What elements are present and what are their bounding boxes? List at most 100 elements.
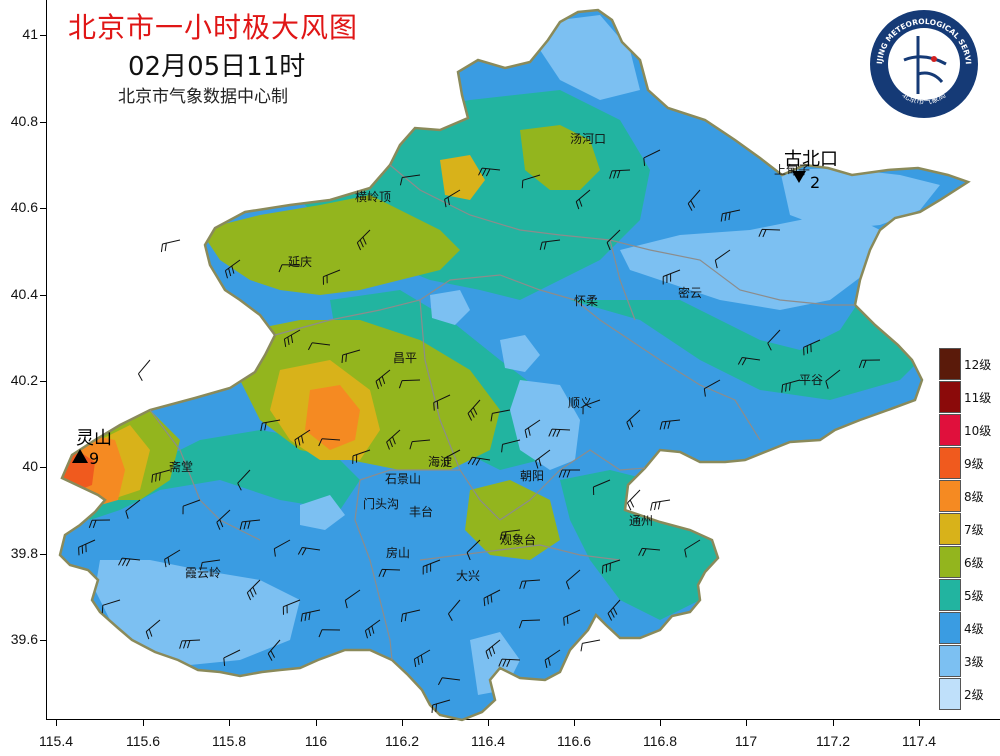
wind-barb bbox=[443, 449, 461, 467]
wind-barb bbox=[703, 379, 721, 397]
wind-barb bbox=[575, 189, 591, 210]
place-label: 丰台 bbox=[409, 504, 433, 519]
wind-barb bbox=[386, 429, 401, 450]
place-label: 横岭顶 bbox=[355, 190, 391, 204]
wind-barbs bbox=[78, 149, 881, 713]
x-tick-label: 115.4 bbox=[39, 733, 73, 749]
legend-swatch bbox=[939, 612, 961, 644]
legend-label: 5级 bbox=[964, 589, 984, 603]
wind-level-region bbox=[620, 210, 880, 310]
wind-barb bbox=[398, 379, 421, 389]
wind-barb bbox=[199, 559, 221, 571]
wind-barb bbox=[322, 269, 341, 285]
min-station-triangle bbox=[792, 171, 806, 183]
wind-barb bbox=[467, 399, 481, 421]
y-tick-mark bbox=[40, 640, 46, 641]
wind-barb bbox=[687, 189, 701, 211]
place-label: 房山 bbox=[386, 545, 410, 560]
wind-barb bbox=[626, 409, 641, 430]
legend-item: 3级 bbox=[939, 645, 995, 677]
legend-item: 8级 bbox=[939, 480, 995, 512]
wind-barb bbox=[273, 539, 291, 557]
wind-barb bbox=[535, 449, 551, 469]
wind-barb bbox=[483, 589, 501, 607]
x-tick-mark bbox=[660, 720, 661, 726]
legend-label: 7级 bbox=[964, 523, 984, 537]
y-tick-label: 40 bbox=[22, 458, 38, 474]
bms-logo: BEIJING METEOROLOGICAL SERVICE 北京市气象局 bbox=[868, 8, 978, 118]
x-tick-label: 116.8 bbox=[643, 733, 677, 749]
wind-barb bbox=[720, 209, 741, 222]
place-label: 朝阳 bbox=[520, 469, 544, 483]
wind-barb bbox=[297, 547, 321, 556]
wind-barb bbox=[467, 456, 491, 466]
producer-credit: 北京市气象数据中心制 bbox=[118, 87, 288, 107]
wind-barb bbox=[344, 589, 361, 609]
legend-label: 6级 bbox=[964, 556, 984, 570]
wind-barb bbox=[78, 539, 96, 556]
x-tick-mark bbox=[143, 720, 144, 726]
wind-scale-legend: 12级 11级 10级 9级 8级 7级 6级 5级 4级 3级 2级 bbox=[939, 348, 995, 712]
wind-barb bbox=[478, 167, 501, 177]
wind-barb bbox=[437, 677, 461, 686]
max-station-triangle bbox=[72, 449, 88, 463]
beijing-boundary bbox=[58, 8, 971, 722]
wind-barb bbox=[151, 469, 171, 483]
wind-barb bbox=[160, 239, 181, 253]
wind-barb bbox=[282, 599, 301, 615]
place-label: 霞云岭 bbox=[185, 566, 221, 580]
min-station-name: 古北口 bbox=[784, 149, 838, 170]
map-title: 北京市一小时极大风图 bbox=[68, 11, 359, 44]
wind-barb bbox=[182, 499, 201, 515]
wind-barb bbox=[519, 579, 541, 590]
legend-swatch bbox=[939, 348, 961, 380]
legend-swatch bbox=[939, 579, 961, 611]
wind-barb bbox=[565, 569, 581, 590]
wind-barb bbox=[582, 399, 601, 415]
wind-barb bbox=[125, 499, 141, 519]
wind-barb bbox=[544, 649, 561, 669]
y-tick-mark bbox=[40, 295, 46, 296]
y-tick-label: 40.4 bbox=[10, 286, 38, 302]
wind-barb bbox=[499, 529, 521, 541]
wind-barb bbox=[399, 174, 421, 186]
x-tick-mark bbox=[574, 720, 575, 726]
place-label: 石景山 bbox=[385, 472, 421, 486]
district-boundaries bbox=[149, 164, 855, 661]
place-label: 密云 bbox=[678, 285, 702, 300]
y-tick-mark bbox=[40, 381, 46, 382]
wind-level-region bbox=[300, 495, 345, 530]
wind-barb bbox=[659, 419, 681, 430]
x-tick-mark bbox=[402, 720, 403, 726]
wind-level-region bbox=[540, 15, 640, 100]
y-tick-mark bbox=[40, 35, 46, 36]
wind-barb bbox=[650, 499, 671, 511]
wind-barb bbox=[318, 629, 341, 638]
wind-level-region bbox=[305, 385, 360, 450]
place-label: 延庆 bbox=[288, 255, 312, 269]
wind-barb bbox=[307, 342, 331, 351]
wind-barb bbox=[518, 619, 541, 629]
wind-barb bbox=[490, 409, 511, 422]
place-label: 通州 bbox=[629, 514, 653, 528]
wind-barb bbox=[413, 649, 431, 667]
wind-barb bbox=[609, 169, 631, 179]
place-label: 平谷 bbox=[799, 373, 823, 387]
wind-level-region bbox=[465, 480, 560, 560]
max-station-value: 9 bbox=[89, 449, 99, 468]
place-label: 观象台 bbox=[500, 532, 536, 547]
legend-item: 12级 bbox=[939, 348, 995, 380]
logo-emblem bbox=[903, 36, 947, 94]
wind-barb bbox=[485, 639, 501, 660]
legend-item: 9级 bbox=[939, 447, 995, 479]
place-label: 斋堂 bbox=[169, 459, 193, 474]
wind-level-region bbox=[95, 560, 300, 665]
x-tick-label: 116 bbox=[304, 733, 328, 749]
place-label: 大兴 bbox=[456, 569, 480, 583]
wind-barb bbox=[501, 439, 521, 453]
wind-barb bbox=[409, 439, 431, 450]
x-tick-label: 116.6 bbox=[557, 733, 591, 749]
x-tick-label: 117 bbox=[734, 733, 758, 749]
wind-barb bbox=[137, 359, 151, 382]
legend-swatch bbox=[939, 546, 961, 578]
